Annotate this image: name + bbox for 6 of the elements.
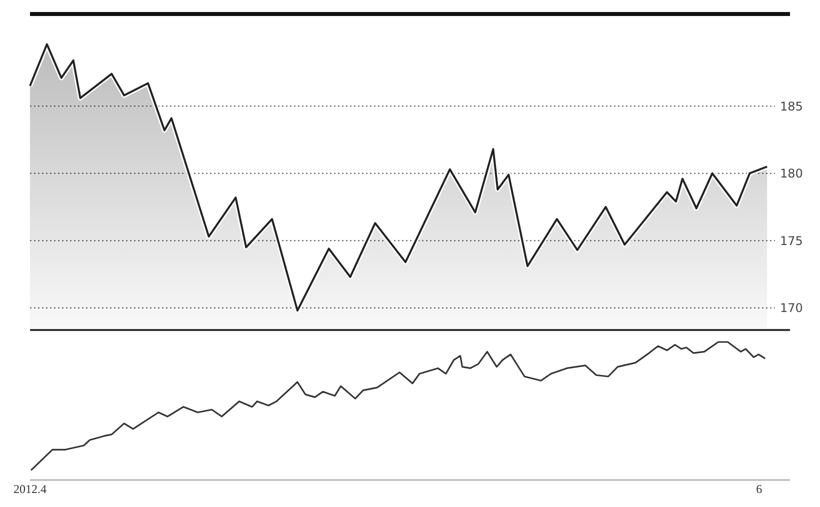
x-tick-label: 6 [756,482,762,496]
y-tick-label: 175 [780,234,803,248]
y-tick-label: 185 [780,99,803,114]
x-tick-label: 2012.4 [14,482,46,496]
y-tick-label: 180 [780,166,803,181]
y-tick-label: 170 [780,301,803,316]
